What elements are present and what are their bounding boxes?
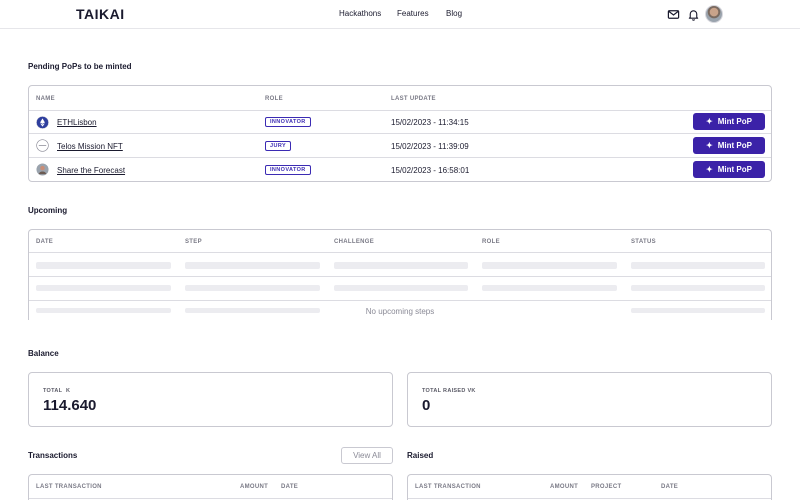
column-header-date: DATE — [661, 484, 679, 490]
total-balance-value: 114.640 — [43, 397, 97, 414]
sparkle-icon: ✦ — [706, 165, 713, 174]
divider — [29, 110, 771, 111]
vkai-currency-symbol: VK — [467, 388, 476, 394]
loading-placeholder — [36, 285, 171, 291]
mint-pop-label: Mint PoP — [717, 117, 752, 126]
last-update-date: 15/02/2023 - 16:58:01 — [391, 166, 470, 175]
balance-title: Balance — [28, 349, 59, 358]
nav-hackathons-link[interactable]: Hackathons — [339, 9, 382, 18]
divider — [29, 157, 771, 158]
taikai-logo[interactable]: TAIKAI — [76, 6, 125, 22]
column-header-amount: AMOUNT — [240, 484, 269, 490]
raised-title: Raised — [407, 451, 434, 460]
loading-placeholder — [36, 308, 171, 313]
transactions-title: Transactions — [28, 451, 78, 460]
mint-pop-button[interactable]: ✦ Mint PoP — [693, 137, 765, 154]
divider — [29, 276, 771, 277]
no-upcoming-steps-message: No upcoming steps — [365, 307, 435, 316]
loading-placeholder — [334, 262, 468, 269]
divider — [29, 133, 771, 134]
user-avatar[interactable] — [705, 5, 723, 23]
column-header-date: DATE — [36, 239, 54, 245]
ethlisbon-logo-icon — [36, 116, 49, 129]
raised-table: LAST TRANSACTION AMOUNT PROJECT DATE — [407, 474, 772, 500]
column-header-last-update: LAST UPDATE — [391, 96, 436, 102]
total-balance-card: TOTAL K 114.640 — [28, 372, 393, 427]
sparkle-icon: ✦ — [706, 117, 713, 126]
role-badge: JURY — [265, 141, 292, 151]
top-nav-bar: TAIKAI Hackathons Features Blog — [0, 0, 800, 29]
total-raised-label: TOTAL RAISED VK — [422, 388, 476, 394]
column-header-amount: AMOUNT — [550, 484, 579, 490]
divider — [29, 300, 771, 301]
total-raised-value: 0 — [422, 397, 431, 414]
sparkle-icon: ✦ — [706, 141, 713, 150]
nav-features-link[interactable]: Features — [397, 9, 429, 18]
nav-blog-link[interactable]: Blog — [446, 9, 463, 18]
loading-placeholder — [185, 262, 320, 269]
column-header-name: NAME — [36, 96, 55, 102]
event-name-link[interactable]: Share the Forecast — [57, 166, 126, 175]
bell-icon[interactable] — [687, 8, 700, 21]
pending-pops-table: NAME ROLE LAST UPDATE ETHLisbon INNOVATO… — [28, 85, 772, 182]
event-name-link[interactable]: ETHLisbon — [57, 118, 97, 127]
column-header-role: ROLE — [265, 96, 283, 102]
divider — [29, 498, 392, 499]
loading-placeholder — [482, 262, 617, 269]
column-header-project: PROJECT — [591, 484, 622, 490]
loading-placeholder — [482, 285, 617, 291]
role-badge: INNOVATOR — [265, 165, 311, 175]
column-header-step: STEP — [185, 239, 202, 245]
loading-placeholder — [631, 308, 765, 313]
transactions-table: LAST TRANSACTION AMOUNT DATE — [28, 474, 393, 500]
column-header-date: DATE — [281, 484, 299, 490]
mail-icon[interactable] — [667, 8, 680, 21]
column-header-status: STATUS — [631, 239, 656, 245]
last-update-date: 15/02/2023 - 11:34:15 — [391, 118, 469, 127]
last-update-date: 15/02/2023 - 11:39:09 — [391, 142, 469, 151]
column-header-challenge: CHALLENGE — [334, 239, 375, 245]
share-the-forecast-logo-icon — [36, 163, 49, 176]
column-header-last-transaction: LAST TRANSACTION — [36, 484, 102, 490]
telos-logo-icon — [36, 139, 49, 152]
mint-pop-button[interactable]: ✦ Mint PoP — [693, 161, 765, 178]
divider — [408, 498, 771, 499]
loading-placeholder — [36, 262, 171, 269]
kai-currency-symbol: K — [65, 388, 71, 394]
loading-placeholder — [631, 285, 765, 291]
loading-placeholder — [334, 285, 468, 291]
view-all-button[interactable]: View All — [341, 447, 393, 464]
loading-placeholder — [185, 308, 320, 313]
role-badge: INNOVATOR — [265, 117, 311, 127]
pending-pops-title: Pending PoPs to be minted — [28, 62, 132, 71]
mint-pop-label: Mint PoP — [717, 141, 752, 150]
loading-placeholder — [631, 262, 765, 269]
column-header-last-transaction: LAST TRANSACTION — [415, 484, 481, 490]
total-raised-card: TOTAL RAISED VK 0 — [407, 372, 772, 427]
loading-placeholder — [185, 285, 320, 291]
upcoming-title: Upcoming — [28, 206, 68, 215]
event-name-link[interactable]: Telos Mission NFT — [57, 142, 123, 151]
mint-pop-button[interactable]: ✦ Mint PoP — [693, 113, 765, 130]
column-header-role: ROLE — [482, 239, 500, 245]
divider — [29, 252, 771, 253]
total-balance-label: TOTAL K — [43, 388, 71, 394]
mint-pop-label: Mint PoP — [717, 165, 752, 174]
upcoming-table: DATE STEP CHALLENGE ROLE STATUS No upcom… — [28, 229, 772, 320]
